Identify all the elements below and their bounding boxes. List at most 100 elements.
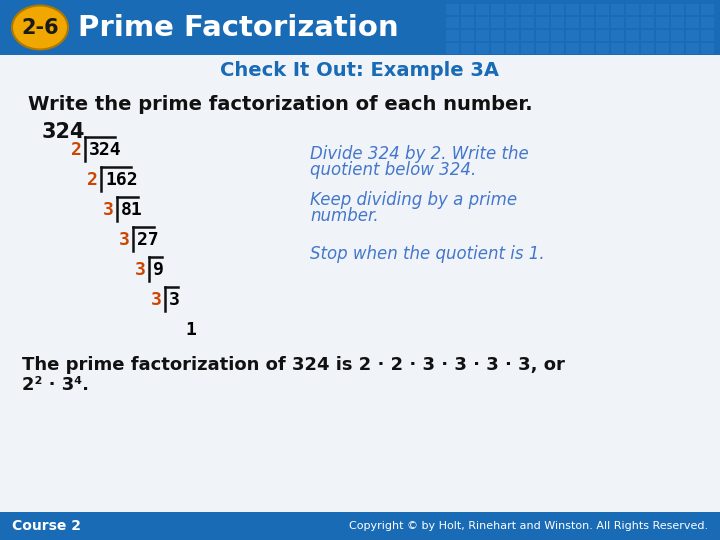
Bar xyxy=(491,17,504,28)
Bar xyxy=(611,43,624,54)
Bar xyxy=(641,43,654,54)
Bar xyxy=(551,30,564,41)
Bar xyxy=(701,30,714,41)
Bar xyxy=(701,17,714,28)
Bar xyxy=(641,17,654,28)
Bar xyxy=(491,30,504,41)
Bar xyxy=(491,43,504,54)
Text: 3: 3 xyxy=(119,231,130,249)
Bar xyxy=(461,30,474,41)
Bar xyxy=(0,55,720,512)
Text: 9: 9 xyxy=(153,261,164,279)
Bar xyxy=(536,17,549,28)
Bar xyxy=(626,43,639,54)
Text: 1: 1 xyxy=(185,321,196,339)
Bar xyxy=(476,43,489,54)
Bar xyxy=(551,43,564,54)
Text: 324: 324 xyxy=(89,141,122,159)
Bar xyxy=(491,4,504,15)
Text: 27: 27 xyxy=(137,231,158,249)
Bar xyxy=(536,30,549,41)
Bar xyxy=(476,17,489,28)
Bar xyxy=(701,4,714,15)
Bar xyxy=(446,30,459,41)
Bar xyxy=(476,30,489,41)
Bar xyxy=(551,17,564,28)
Bar xyxy=(671,4,684,15)
Bar xyxy=(581,17,594,28)
Bar xyxy=(521,4,534,15)
Bar xyxy=(596,30,609,41)
Bar xyxy=(521,30,534,41)
Bar xyxy=(641,4,654,15)
Bar xyxy=(596,43,609,54)
Text: Copyright © by Holt, Rinehart and Winston. All Rights Reserved.: Copyright © by Holt, Rinehart and Winsto… xyxy=(349,521,708,531)
Text: Stop when the quotient is 1.: Stop when the quotient is 1. xyxy=(310,245,544,263)
Text: Course 2: Course 2 xyxy=(12,519,81,533)
Bar xyxy=(461,4,474,15)
Bar xyxy=(626,30,639,41)
Bar xyxy=(656,43,669,54)
Bar xyxy=(446,17,459,28)
Text: 3: 3 xyxy=(103,201,114,219)
Bar xyxy=(596,17,609,28)
Bar xyxy=(611,17,624,28)
Bar xyxy=(611,4,624,15)
Text: 3: 3 xyxy=(169,291,180,309)
Text: 162: 162 xyxy=(105,171,138,189)
Text: number.: number. xyxy=(310,207,379,225)
Text: quotient below 324.: quotient below 324. xyxy=(310,161,476,179)
Bar xyxy=(461,43,474,54)
Text: 2² · 3⁴.: 2² · 3⁴. xyxy=(22,376,89,394)
Bar xyxy=(671,43,684,54)
Bar xyxy=(701,43,714,54)
Bar xyxy=(686,30,699,41)
Bar xyxy=(536,43,549,54)
Bar xyxy=(506,30,519,41)
Text: Prime Factorization: Prime Factorization xyxy=(78,14,399,42)
Bar xyxy=(506,4,519,15)
Ellipse shape xyxy=(12,5,68,50)
Bar xyxy=(686,4,699,15)
Text: 3: 3 xyxy=(135,261,146,279)
Bar xyxy=(506,17,519,28)
Bar xyxy=(671,17,684,28)
Text: Write the prime factorization of each number.: Write the prime factorization of each nu… xyxy=(28,96,533,114)
Bar xyxy=(581,4,594,15)
Bar xyxy=(506,43,519,54)
Bar xyxy=(461,17,474,28)
Text: The prime factorization of 324 is 2 · 2 · 3 · 3 · 3 · 3, or: The prime factorization of 324 is 2 · 2 … xyxy=(22,356,565,374)
Bar xyxy=(626,17,639,28)
Bar xyxy=(641,30,654,41)
Bar xyxy=(566,43,579,54)
Text: 81: 81 xyxy=(121,201,143,219)
Bar xyxy=(521,17,534,28)
Bar xyxy=(0,512,720,540)
Bar xyxy=(551,4,564,15)
Text: 3: 3 xyxy=(151,291,162,309)
Bar xyxy=(566,4,579,15)
Bar xyxy=(446,43,459,54)
Text: 324: 324 xyxy=(42,122,86,142)
Bar xyxy=(581,43,594,54)
Bar xyxy=(671,30,684,41)
Bar xyxy=(566,30,579,41)
Bar xyxy=(521,43,534,54)
Text: Keep dividing by a prime: Keep dividing by a prime xyxy=(310,191,517,209)
Bar xyxy=(656,30,669,41)
Bar xyxy=(566,17,579,28)
Bar xyxy=(656,4,669,15)
Bar xyxy=(626,4,639,15)
Text: 2: 2 xyxy=(71,141,82,159)
Text: Check It Out: Example 3A: Check It Out: Example 3A xyxy=(220,60,500,79)
Bar xyxy=(686,17,699,28)
Text: Divide 324 by 2. Write the: Divide 324 by 2. Write the xyxy=(310,145,528,163)
Bar xyxy=(476,4,489,15)
Bar xyxy=(446,4,459,15)
Bar xyxy=(656,17,669,28)
Bar xyxy=(611,30,624,41)
Text: 2-6: 2-6 xyxy=(21,17,59,37)
Bar xyxy=(536,4,549,15)
Text: 2: 2 xyxy=(87,171,98,189)
Bar xyxy=(0,0,720,55)
